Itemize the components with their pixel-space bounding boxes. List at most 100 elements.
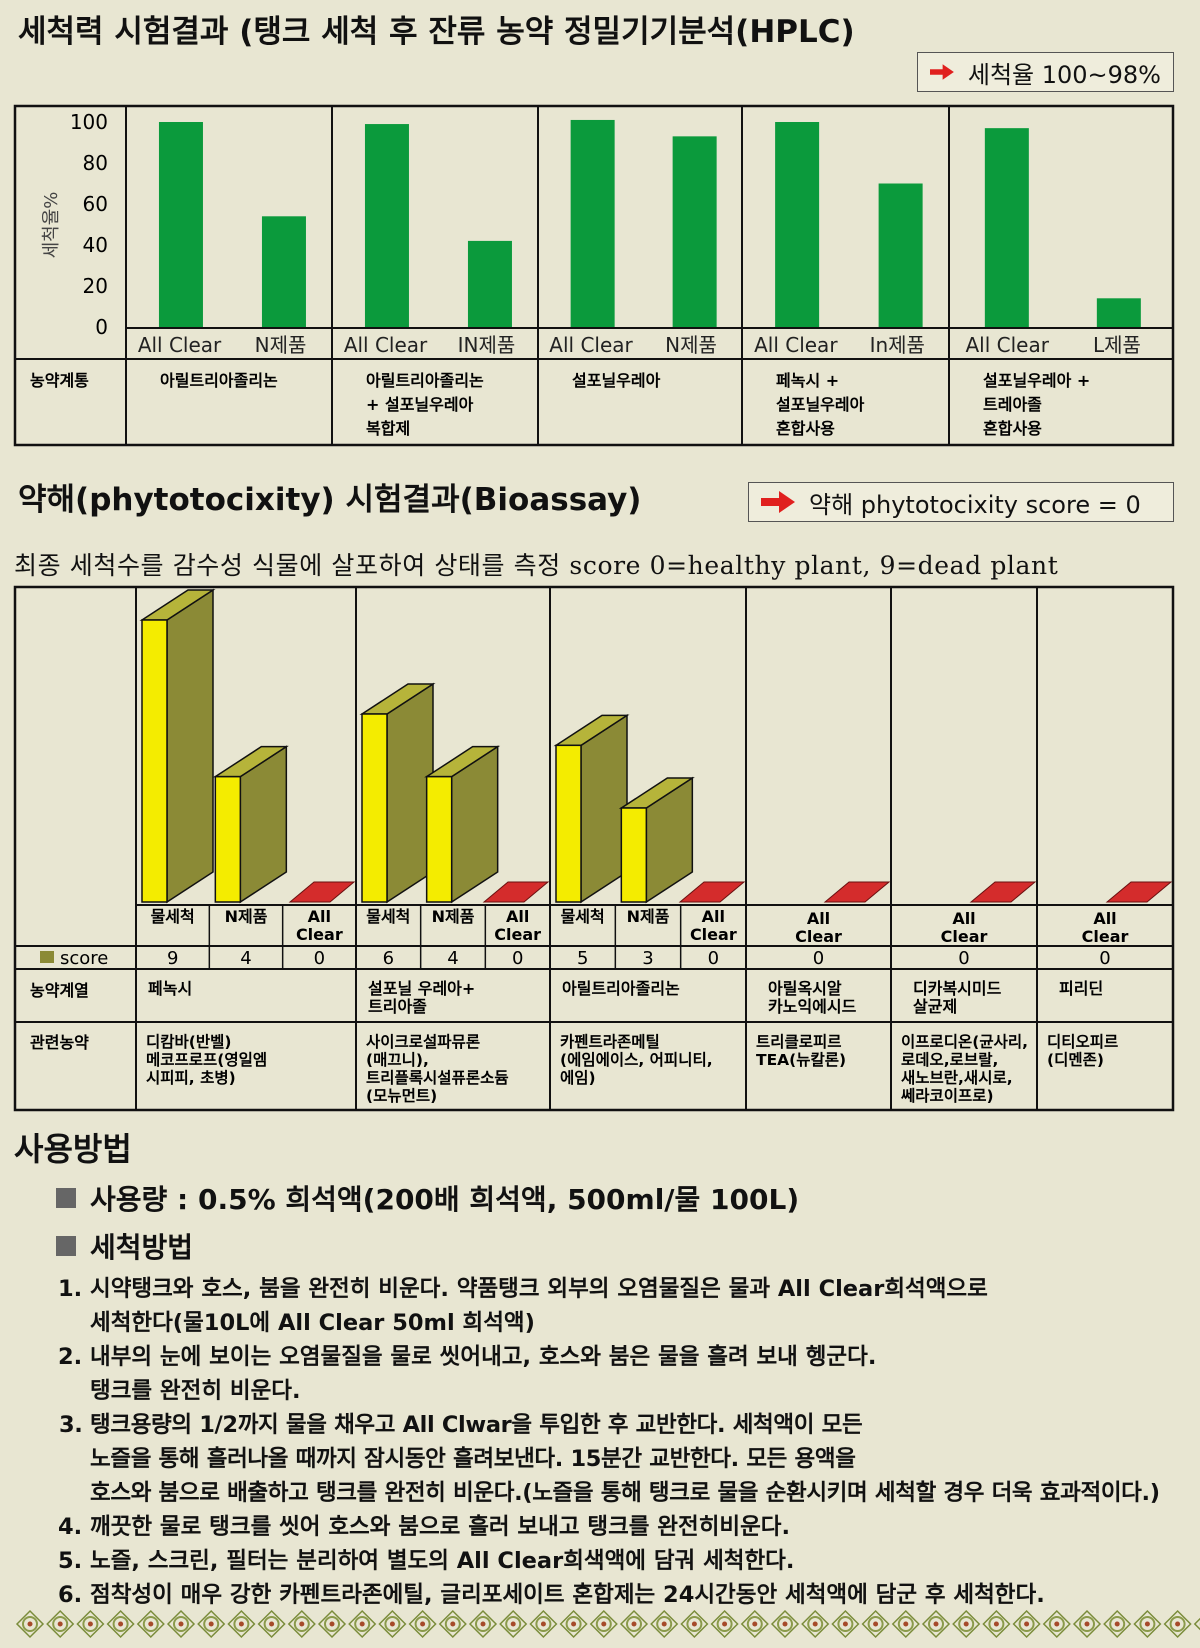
bio-class-label: 설포닐 우레아+ 트리아졸 — [368, 979, 475, 1016]
ornament-dot — [601, 1621, 607, 1627]
bio-bar-zero — [1105, 881, 1173, 903]
bio-bar-label: All Clear — [1082, 909, 1129, 946]
hplc-bar-label: All Clear — [344, 333, 428, 357]
bio-bar-label: 물세척 — [151, 907, 195, 926]
ornament-diamond — [348, 1609, 377, 1639]
hplc-chart: 100 80 60 40 20 0 세척율% 농약계통 All Clear N제품아릴트리아졸리논… — [13, 104, 1175, 447]
ornament-ring — [958, 1616, 975, 1632]
bio-related-label: 이프로디온(균사리, 로데오,로브랄, 새노브란,새시로, 쎄라코이프로) — [901, 1033, 1028, 1105]
ornament-diamond — [1103, 1609, 1132, 1639]
ornament-ring — [897, 1616, 914, 1632]
ornament-dot — [1084, 1621, 1090, 1627]
hplc-bar-label: All Clear — [754, 333, 838, 357]
bio-related-label: 카펜트라존메틸 (에임에이스, 어피니티, 에임) — [560, 1033, 713, 1087]
ornament-ring — [22, 1616, 38, 1632]
bio-class-label: 아릴옥시알 카노익에시드 — [768, 979, 857, 1016]
ornament-diamond — [468, 1609, 498, 1639]
bio-score-value: 0 — [314, 948, 325, 969]
bio-bar-label: N제품 — [627, 907, 670, 926]
ornament-ring — [716, 1616, 733, 1632]
ornament-dot — [1114, 1621, 1120, 1627]
hplc-frame — [13, 104, 1175, 447]
bio-bar-zero — [482, 881, 550, 903]
hplc-bar — [775, 122, 820, 327]
usage-step: 점착성이 매우 강한 카펜트라존에틸, 글리포세이트 혼합제는 24시간동안 세… — [90, 1578, 1194, 1612]
hplc-bar-label: L제품 — [1093, 333, 1141, 357]
bio-class-row-label: 농약계열 — [30, 981, 89, 1000]
bio-bar-front — [361, 713, 388, 903]
ornament-dot — [873, 1621, 879, 1627]
bio-related-label: 트리클로피르 TEA(뉴칼론) — [756, 1033, 846, 1069]
ornament-dot — [1144, 1621, 1150, 1627]
hplc-bar-label: All Clear — [549, 333, 633, 357]
ornament-ring — [837, 1616, 854, 1632]
ornament-ring — [1079, 1616, 1095, 1632]
ornament-ring — [444, 1616, 461, 1632]
ornament-dot — [450, 1621, 456, 1627]
ornament-dot — [1024, 1621, 1030, 1627]
bio-score-value: 9 — [167, 948, 178, 969]
ornament-diamond — [408, 1609, 437, 1639]
ornament-dot — [782, 1621, 788, 1627]
ornament-diamond — [1133, 1609, 1162, 1639]
ornament-ring — [414, 1616, 431, 1632]
hplc-y-tick: 40 — [83, 233, 108, 257]
ornament-diamond — [106, 1609, 135, 1639]
ornament-diamond — [166, 1609, 196, 1639]
ornament-dot — [208, 1621, 214, 1627]
ornament-diamond — [801, 1609, 830, 1639]
ornament-ring — [1109, 1616, 1126, 1632]
ornament-ring — [535, 1616, 552, 1632]
ornament-dot — [933, 1621, 939, 1627]
usage-amount-text: 사용량 : 0.5% 희석액(200배 희석액, 500ml/물 100L) — [90, 1183, 800, 1216]
phyto-score-callout: 약해 phytotocixity score = 0 — [748, 482, 1174, 522]
ornament-diamond — [1072, 1609, 1102, 1639]
bio-bar-zero — [288, 881, 356, 903]
hplc-y-tick: 20 — [83, 274, 108, 298]
ornament-ring — [777, 1616, 793, 1632]
ornament-ring — [233, 1616, 250, 1632]
square-bullet-icon — [56, 1188, 76, 1208]
ornament-dot — [903, 1621, 909, 1627]
usage-step: 노즐, 스크린, 필터는 분리하여 별도의 All Clear희색액에 담궈 세… — [90, 1544, 1194, 1578]
bio-bar-zero — [678, 881, 746, 903]
bio-bar-label: All Clear — [795, 909, 842, 946]
ornament-ring — [565, 1616, 582, 1632]
ornament-ring — [1018, 1616, 1035, 1632]
usage-step: 내부의 눈에 보이는 오염물질을 물로 씻어내고, 호스와 붐은 물을 흘려 보… — [90, 1340, 1194, 1408]
ornament-ring — [656, 1616, 673, 1632]
bio-bar-label: 물세척 — [561, 907, 605, 926]
bio-bar-label: All Clear — [690, 907, 737, 944]
ornament-diamond — [1193, 1617, 1200, 1631]
hplc-bar — [1096, 298, 1141, 327]
ornament-ring — [867, 1616, 884, 1632]
ornament-diamond — [136, 1609, 165, 1639]
bio-frame — [13, 585, 1175, 1112]
ornament-diamond — [76, 1609, 105, 1639]
bio-bar-zero — [969, 881, 1037, 903]
ornament-diamond — [680, 1609, 709, 1639]
bio-class-label: 피리딘 — [1059, 979, 1103, 998]
ornament-dot — [238, 1621, 244, 1627]
ornament-ring — [746, 1616, 763, 1632]
ornament-ring — [686, 1616, 703, 1632]
ornament-diamond — [438, 1609, 467, 1639]
score-legend-swatch — [40, 951, 54, 963]
ornament-diamond — [710, 1609, 739, 1639]
usage-method: 세척방법 — [56, 1226, 1194, 1266]
hplc-bar — [570, 119, 615, 327]
bio-related-label: 디티오피르 (디멘존) — [1047, 1033, 1118, 1069]
ornament-diamond — [740, 1609, 769, 1639]
hplc-y-axis-label: 세척율% — [41, 192, 62, 259]
hplc-y-tick: 80 — [83, 151, 108, 175]
ornament-dot — [420, 1621, 426, 1627]
ornament-diamond — [589, 1609, 618, 1639]
bio-bar-front — [555, 744, 582, 903]
score-legend-label: score — [60, 948, 108, 969]
bio-score-value: 5 — [577, 948, 588, 969]
hplc-category-label: 설포닐우레아 — [572, 371, 661, 390]
hplc-bar-label: IN제품 — [458, 333, 516, 357]
hplc-category-label: 아릴트리아졸리논 + 설포닐우레아 복합제 — [366, 371, 484, 438]
bio-related-row-label: 관련농약 — [30, 1033, 89, 1052]
ornament-ring — [52, 1616, 69, 1632]
